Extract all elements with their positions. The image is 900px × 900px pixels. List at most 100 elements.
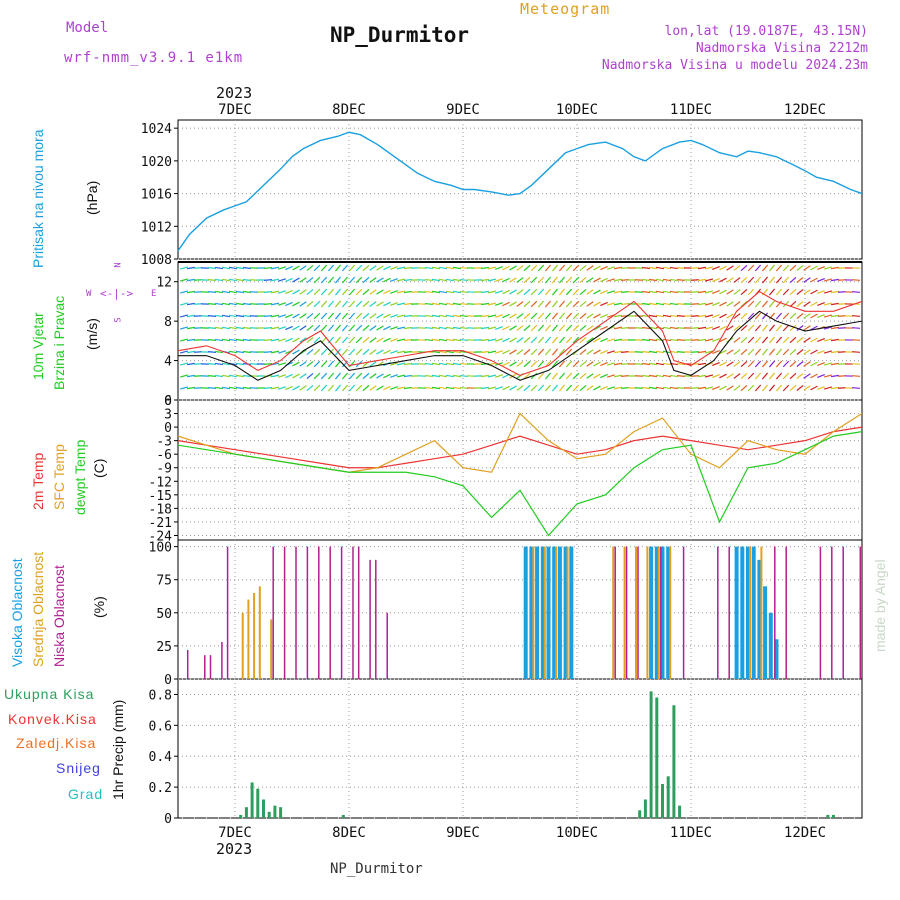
wind-arrow [817,301,825,307]
wind-arrow [369,349,377,355]
wind-arrow [634,387,644,389]
wind-arrow [277,338,287,342]
y-tick-label: -6 [156,448,172,463]
wind-arrow [648,374,658,378]
wind-arrow [502,301,510,307]
wind-arrow [214,290,224,294]
wind-arrow [396,386,406,390]
wind-arrow [179,302,189,306]
wind-arrow [579,324,587,332]
wind-arrow [186,350,196,354]
wind-arrow [431,314,441,318]
wind-arrow [228,374,238,378]
wind-arrow [558,288,566,296]
cloud-low-bar [859,546,862,679]
wind-arrow [789,288,797,296]
cloud-mid-bar [543,546,546,679]
y-tick-label: 3 [164,408,172,423]
wind-arrow [579,360,587,368]
wind-arrow [383,301,391,307]
panel-frame [177,119,863,260]
wind-arrow [565,348,573,356]
wind-arrow [719,325,727,331]
wind-arrow [830,326,840,330]
wind-arrow [565,288,573,296]
wind-arrow [551,372,559,380]
wind-arrow [620,303,630,305]
wind-arrow [348,276,356,284]
wind-arrow [445,302,455,306]
legend-freezing-rain: Zaledj.Kisa [16,735,97,751]
wind-arrow [740,348,748,356]
wind-arrow [676,315,686,317]
wind-arrow [327,372,335,380]
wind-arrow [768,384,776,392]
wind-arrow [228,266,238,270]
cloud-high-bar [746,546,750,679]
wind-arrow [270,326,280,330]
wind-arrow [487,350,497,354]
wind-arrow [607,386,615,390]
wind-arrow [306,348,314,356]
wind-arrow [641,266,651,270]
wind-arrow [495,314,503,318]
wind-arrow [726,301,734,307]
wind-arrow [537,312,545,320]
wind-arrow [376,301,384,307]
wind-arrow [369,361,377,367]
wind-arrow [320,288,328,296]
wind-arrow [641,290,651,294]
wind-arrow [186,290,196,294]
y-tick-label: -18 [149,502,172,517]
wind-arrow [620,363,630,365]
year-label-bottom: 2023 [216,840,253,858]
wind-arrow [648,386,658,390]
wind-arrow [572,300,580,308]
wind-arrow [607,290,615,294]
wind-arrow [579,348,587,356]
wind-arrow [179,266,189,270]
wind-arrow [837,279,847,281]
wind-arrow [754,372,762,380]
wind-arrow [438,374,448,378]
y-tick-label: -15 [149,489,172,504]
cloud-high-bar [666,546,671,679]
wind-arrow [796,265,804,271]
cloud-low-bar [375,559,377,679]
wind-arrow [830,302,840,306]
wind-arrow [655,362,665,366]
wind-arrow [558,264,566,272]
wind-arrow [438,350,448,354]
wind-arrow [270,290,280,294]
wind-arrow [761,276,769,284]
wind-arrow [803,325,811,331]
wind-arrow [376,385,384,391]
wind-arrow [214,350,224,354]
wind-arrow [775,336,783,344]
y-tick-label: 8 [164,315,172,330]
precip-bar [273,805,277,818]
wind-arrow [502,277,510,283]
precip-bar [341,814,345,818]
wind-arrow [817,265,825,271]
wind-arrow [459,374,469,378]
wind-arrow [383,337,391,343]
precip-bar [649,691,653,818]
wind-arrow [348,264,356,272]
wind-arrow [369,301,377,307]
wind-arrow [390,302,398,306]
wind-arrow [551,288,559,296]
wind-arrow [747,264,755,272]
wind-arrow [817,289,825,295]
wind-arrow [445,350,455,354]
wind-arrow [676,327,686,329]
day-label-top: 12DEC [784,102,826,118]
wind-arrow [348,300,356,308]
y-tick-label: 0 [164,394,172,409]
cloud-high-bar [757,559,762,679]
wind-arrow [726,289,734,295]
wind-arrow [558,384,566,392]
wind-arrow [719,277,727,283]
wind-arrow [270,374,280,378]
wind-arrow [648,266,658,270]
